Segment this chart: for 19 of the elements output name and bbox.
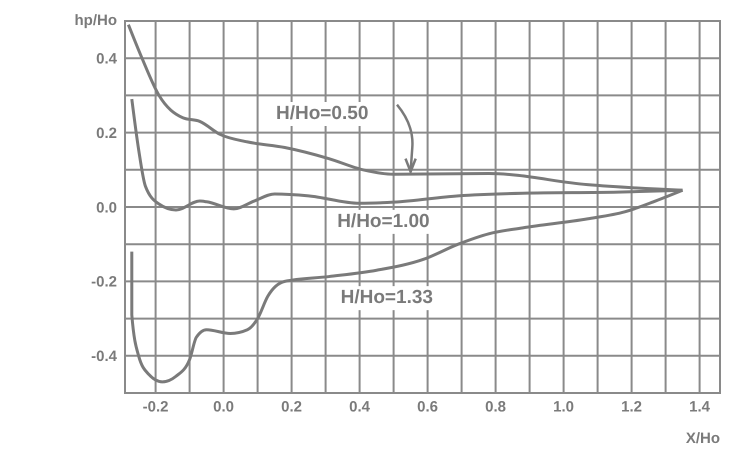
x-tick-label: 1.4 (689, 398, 711, 416)
x-tick-label: 0.2 (281, 398, 302, 416)
x-tick-label: 0.4 (349, 398, 371, 416)
x-tick-label: 1.0 (553, 398, 574, 416)
y-tick-label: -0.4 (91, 348, 118, 366)
series-label: H/Ho=0.50 (276, 103, 368, 124)
x-tick-label: 0.8 (485, 398, 506, 416)
y-tick-label: 0.4 (96, 50, 118, 68)
y-tick-label: -0.2 (91, 274, 117, 291)
x-tick-label: 0.6 (417, 398, 438, 416)
y-tick-label: 0.0 (96, 199, 117, 216)
x-tick-label: 0.0 (213, 398, 234, 416)
x-tick-label: 1.2 (621, 398, 642, 416)
series-label: H/Ho=1.00 (337, 210, 430, 232)
series-label: H/Ho=1.33 (340, 287, 434, 308)
x-tick-label: -0.2 (142, 398, 169, 416)
y-tick-label: 0.2 (96, 124, 117, 142)
x-axis-title: X/Ho (686, 430, 720, 447)
y-axis-title: hp/Ho (74, 12, 117, 29)
